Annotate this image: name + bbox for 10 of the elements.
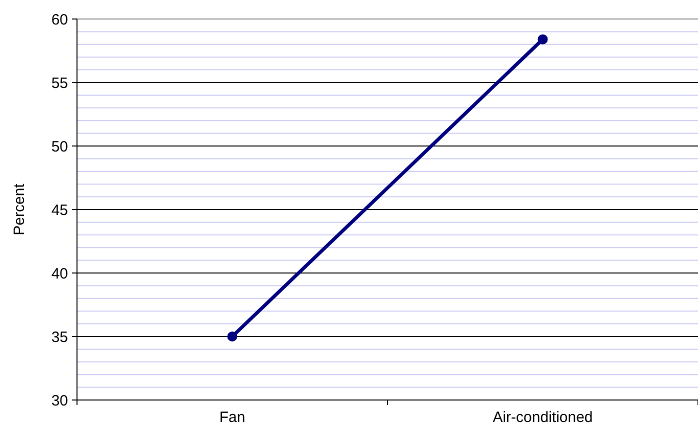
y-tick-label: 45: [51, 202, 68, 219]
y-tick-label: 50: [51, 138, 68, 156]
y-tick-label: 40: [51, 265, 68, 282]
y-tick-label: 35: [51, 328, 68, 346]
y-tick-label: 60: [51, 11, 68, 28]
x-tick-label: Fan: [219, 409, 246, 426]
y-tick-label: 55: [51, 74, 68, 92]
y-tick-label: 30: [51, 392, 68, 410]
x-tick-label: Air-conditioned: [492, 409, 593, 426]
y-axis-title: Percent: [11, 182, 28, 236]
